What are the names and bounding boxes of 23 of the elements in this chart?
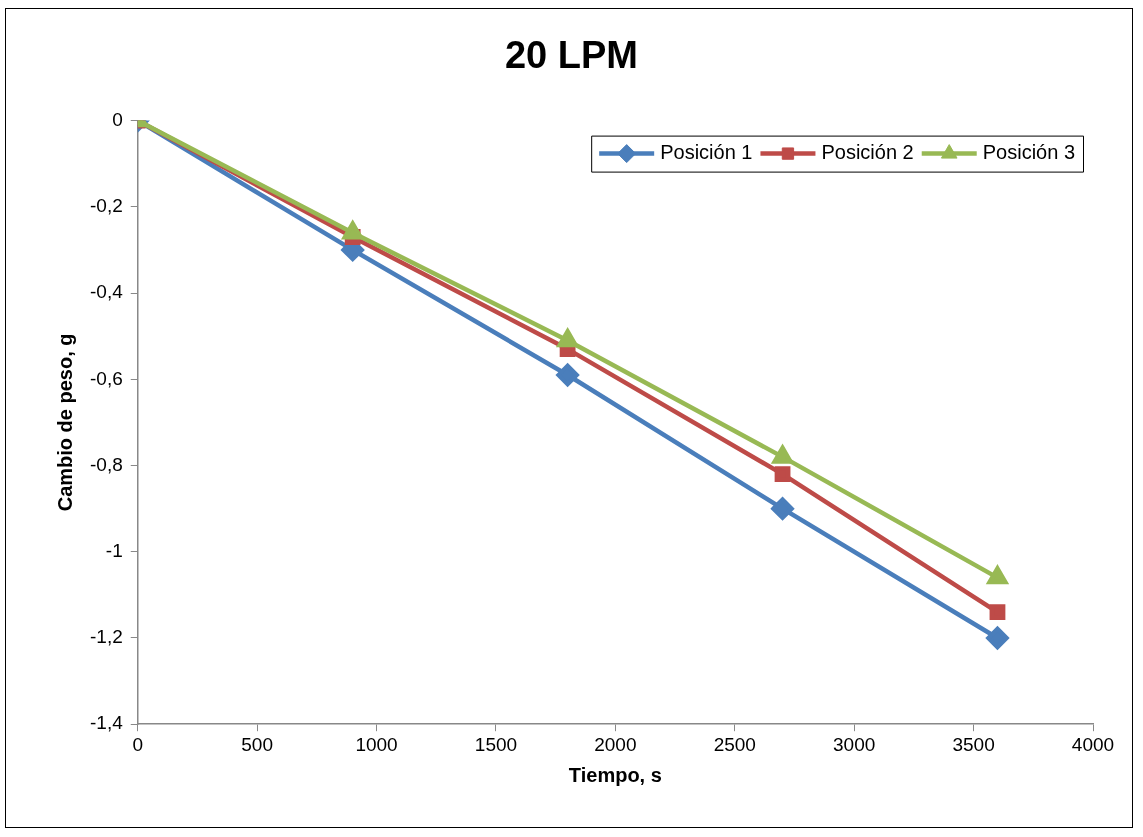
y-tick-label: 0 xyxy=(112,108,123,130)
x-tick-label: 3000 xyxy=(833,733,876,755)
y-tick-label: -1,2 xyxy=(89,626,123,648)
x-axis-title: Tiempo, s xyxy=(568,763,662,786)
chart-title: 20 LPM xyxy=(504,34,639,77)
y-tick-label: -1,4 xyxy=(89,712,124,734)
y-tick-label: -1 xyxy=(105,539,123,561)
x-tick-label: 500 xyxy=(241,733,273,755)
y-tick-label: -0,4 xyxy=(89,281,124,303)
x-tick-label: 0 xyxy=(132,733,144,755)
x-tick-label: 2000 xyxy=(594,733,637,755)
y-tick-label: -0,8 xyxy=(89,453,123,475)
x-tick-label: 1000 xyxy=(355,733,398,755)
x-tick-label: 3500 xyxy=(952,733,995,755)
y-tick-label: -0,2 xyxy=(89,195,123,217)
x-tick-label: 1500 xyxy=(474,733,518,755)
y-tick-label: -0,6 xyxy=(89,367,123,389)
x-tick-label: 2500 xyxy=(713,733,756,755)
legend-label: Posición 1 xyxy=(660,141,753,164)
legend-label: Posición 3 xyxy=(982,141,1076,164)
y-axis-title: Cambio de peso, g xyxy=(53,333,76,512)
x-tick-label: 4000 xyxy=(1071,733,1115,755)
legend-label: Posición 2 xyxy=(821,141,914,164)
